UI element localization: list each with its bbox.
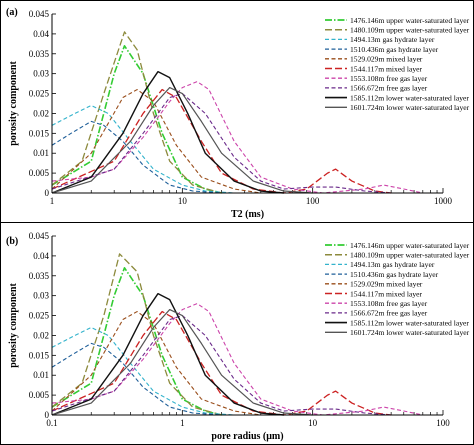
- series-line: [51, 93, 392, 194]
- y-tick-label: 0.005: [29, 390, 50, 400]
- legend-entry: 1544.117m mixed layer: [350, 289, 423, 298]
- x-tick-label: 100: [306, 196, 320, 206]
- series-line: [51, 120, 222, 194]
- x-tick-label: 0.1: [46, 418, 57, 428]
- series-line: [51, 31, 222, 194]
- y-tick-label: 0.01: [33, 370, 49, 380]
- x-tick-label: 10: [308, 418, 318, 428]
- x-tick-label: 1: [180, 418, 185, 428]
- panel-tag: (a): [6, 7, 18, 18]
- series-line: [51, 86, 313, 194]
- panel-tag: (b): [6, 236, 18, 247]
- series-line: [51, 315, 392, 416]
- y-tick-label: 0.04: [33, 29, 49, 39]
- legend-entry: 1476.146m upper water-saturated layer: [350, 16, 470, 25]
- legend-entry: 1553.108m free gas layer: [350, 299, 428, 308]
- legend-entry: 1601.724m lower water-saturated layer: [350, 328, 470, 337]
- legend-entry: 1480.109m upper water-saturated layer: [350, 251, 470, 260]
- y-tick-label: 0: [45, 410, 50, 420]
- y-axis-title: porosity component: [8, 283, 19, 368]
- y-tick-label: 0.03: [33, 69, 49, 79]
- legend-entry: 1585.112m lower water-saturated layer: [350, 318, 469, 327]
- panel-a: (a) 0 0.005 0.01 0.015 0.02 0.025 0.03 0.035 0.04…: [6, 7, 470, 220]
- legend: 1476.146m upper water-saturated layer148…: [322, 14, 470, 114]
- y-tick-label: 0.04: [33, 251, 49, 261]
- series-line: [51, 89, 261, 194]
- y-tick-label: 0.045: [29, 9, 50, 19]
- legend-entry: 1480.109m upper water-saturated layer: [350, 26, 470, 35]
- series-line: [51, 310, 392, 416]
- series-line: [51, 70, 284, 194]
- legend-entry: 1544.117m mixed layer: [350, 64, 423, 73]
- panel-b: (b) 0 0.005 0.01 0.015 0.02 0.025 0.03 0.035 0.04…: [6, 231, 470, 442]
- series-line: [51, 88, 392, 194]
- legend-entry: 1529.029m mixed layer: [350, 280, 423, 289]
- y-tick-label: 0.035: [29, 49, 50, 59]
- legend-entry: 1553.108m free gas layer: [350, 74, 428, 83]
- legend-entry: 1510.436m gas hydrate layer: [350, 45, 439, 54]
- legend-entry: 1566.672m free gas layer: [350, 84, 428, 93]
- x-axis-title: pore radius (μm): [211, 431, 283, 442]
- y-tick-label: 0.02: [33, 108, 49, 118]
- y-tick-label: 0.015: [29, 350, 50, 360]
- y-tick-label: 0.01: [33, 148, 49, 158]
- legend-entry: 1494.13m gas hydrate layer: [350, 260, 435, 269]
- series-line: [51, 81, 423, 194]
- series-line: [51, 267, 222, 416]
- x-tick-label: 100: [436, 418, 450, 428]
- legend-entry: 1494.13m gas hydrate layer: [350, 35, 435, 44]
- legend-entry: 1566.672m free gas layer: [350, 309, 428, 318]
- y-tick-label: 0.02: [33, 330, 49, 340]
- y-tick-label: 0: [45, 188, 50, 198]
- legend-entry: 1476.146m upper water-saturated layer: [350, 241, 470, 250]
- y-tick-label: 0.015: [29, 128, 50, 138]
- y-tick-label: 0.025: [29, 311, 50, 321]
- y-axis-title: porosity component: [8, 61, 19, 146]
- legend: 1476.146m upper water-saturated layer148…: [322, 239, 470, 339]
- series-line: [51, 45, 222, 194]
- y-tick-label: 0.045: [29, 231, 50, 241]
- x-axis-title: T2 (ms): [231, 209, 264, 220]
- x-tick-label: 1: [50, 196, 55, 206]
- x-tick-label: 10: [178, 196, 188, 206]
- legend-entry: 1510.436m gas hydrate layer: [350, 270, 439, 279]
- y-tick-label: 0.005: [29, 168, 50, 178]
- series-line: [51, 253, 222, 416]
- series-line: [51, 292, 284, 416]
- x-tick-label: 1000: [434, 196, 453, 206]
- legend-entry: 1585.112m lower water-saturated layer: [350, 93, 469, 102]
- legend-entry: 1529.029m mixed layer: [350, 55, 423, 64]
- y-tick-label: 0.03: [33, 291, 49, 301]
- series-line: [51, 311, 261, 416]
- series-line: [51, 303, 423, 416]
- series-line: [51, 342, 222, 416]
- series-line: [51, 308, 313, 416]
- y-tick-label: 0.035: [29, 271, 50, 281]
- y-tick-label: 0.025: [29, 89, 50, 99]
- legend-entry: 1601.724m lower water-saturated layer: [350, 103, 470, 112]
